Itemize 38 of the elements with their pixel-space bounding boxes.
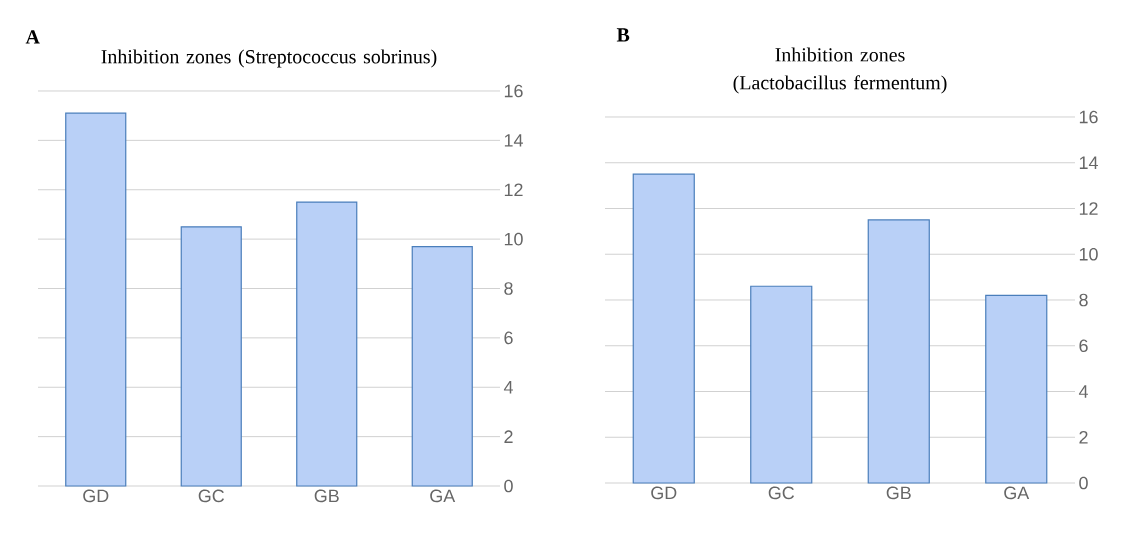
x-tick-label: GB (886, 486, 911, 500)
y-tick-label: 8 (504, 282, 513, 295)
x-tick-label: GA (430, 489, 456, 503)
y-tick-label: 14 (504, 134, 523, 147)
x-tick-label: GD (83, 489, 109, 503)
y-tick-label: 10 (1079, 247, 1098, 261)
y-tick-label: 0 (1079, 476, 1088, 490)
y-tick-label: 12 (504, 183, 523, 197)
y-tick-label: 12 (1079, 202, 1098, 215)
bar (985, 294, 1048, 484)
x-tick-label: GD (651, 486, 677, 500)
y-tick-label: 6 (504, 331, 513, 345)
y-tick-label: 2 (504, 430, 513, 443)
x-tick-label: GB (314, 489, 339, 503)
y-tick-label: 8 (1079, 293, 1088, 307)
bar (65, 112, 127, 487)
y-tick-label: 14 (1079, 156, 1098, 169)
chart-title: Inhibition zones (Streptococcus sobrinus) (101, 49, 437, 68)
y-tick-label: 4 (503, 381, 513, 394)
chart-title: Inhibition zones (Lactobacillus fermentum) (733, 47, 947, 94)
x-tick-label: GC (198, 489, 225, 503)
y-tick-label: 6 (1079, 339, 1088, 353)
y-tick-label: 2 (1079, 430, 1088, 444)
x-tick-label: GC (768, 486, 795, 500)
bar (411, 245, 473, 487)
bar (750, 285, 813, 484)
y-tick-label: 10 (504, 232, 523, 246)
y-tick-label: 16 (504, 84, 523, 98)
y-tick-label: 16 (1079, 110, 1098, 124)
text: B (616, 28, 630, 42)
text: A (25, 30, 40, 44)
bar (296, 201, 358, 487)
x-tick-label: GA (1004, 486, 1030, 500)
bar (180, 226, 242, 487)
bar (632, 173, 695, 484)
bar (867, 219, 930, 484)
y-tick-label: 0 (504, 479, 513, 493)
y-tick-label: 4 (1078, 385, 1088, 398)
